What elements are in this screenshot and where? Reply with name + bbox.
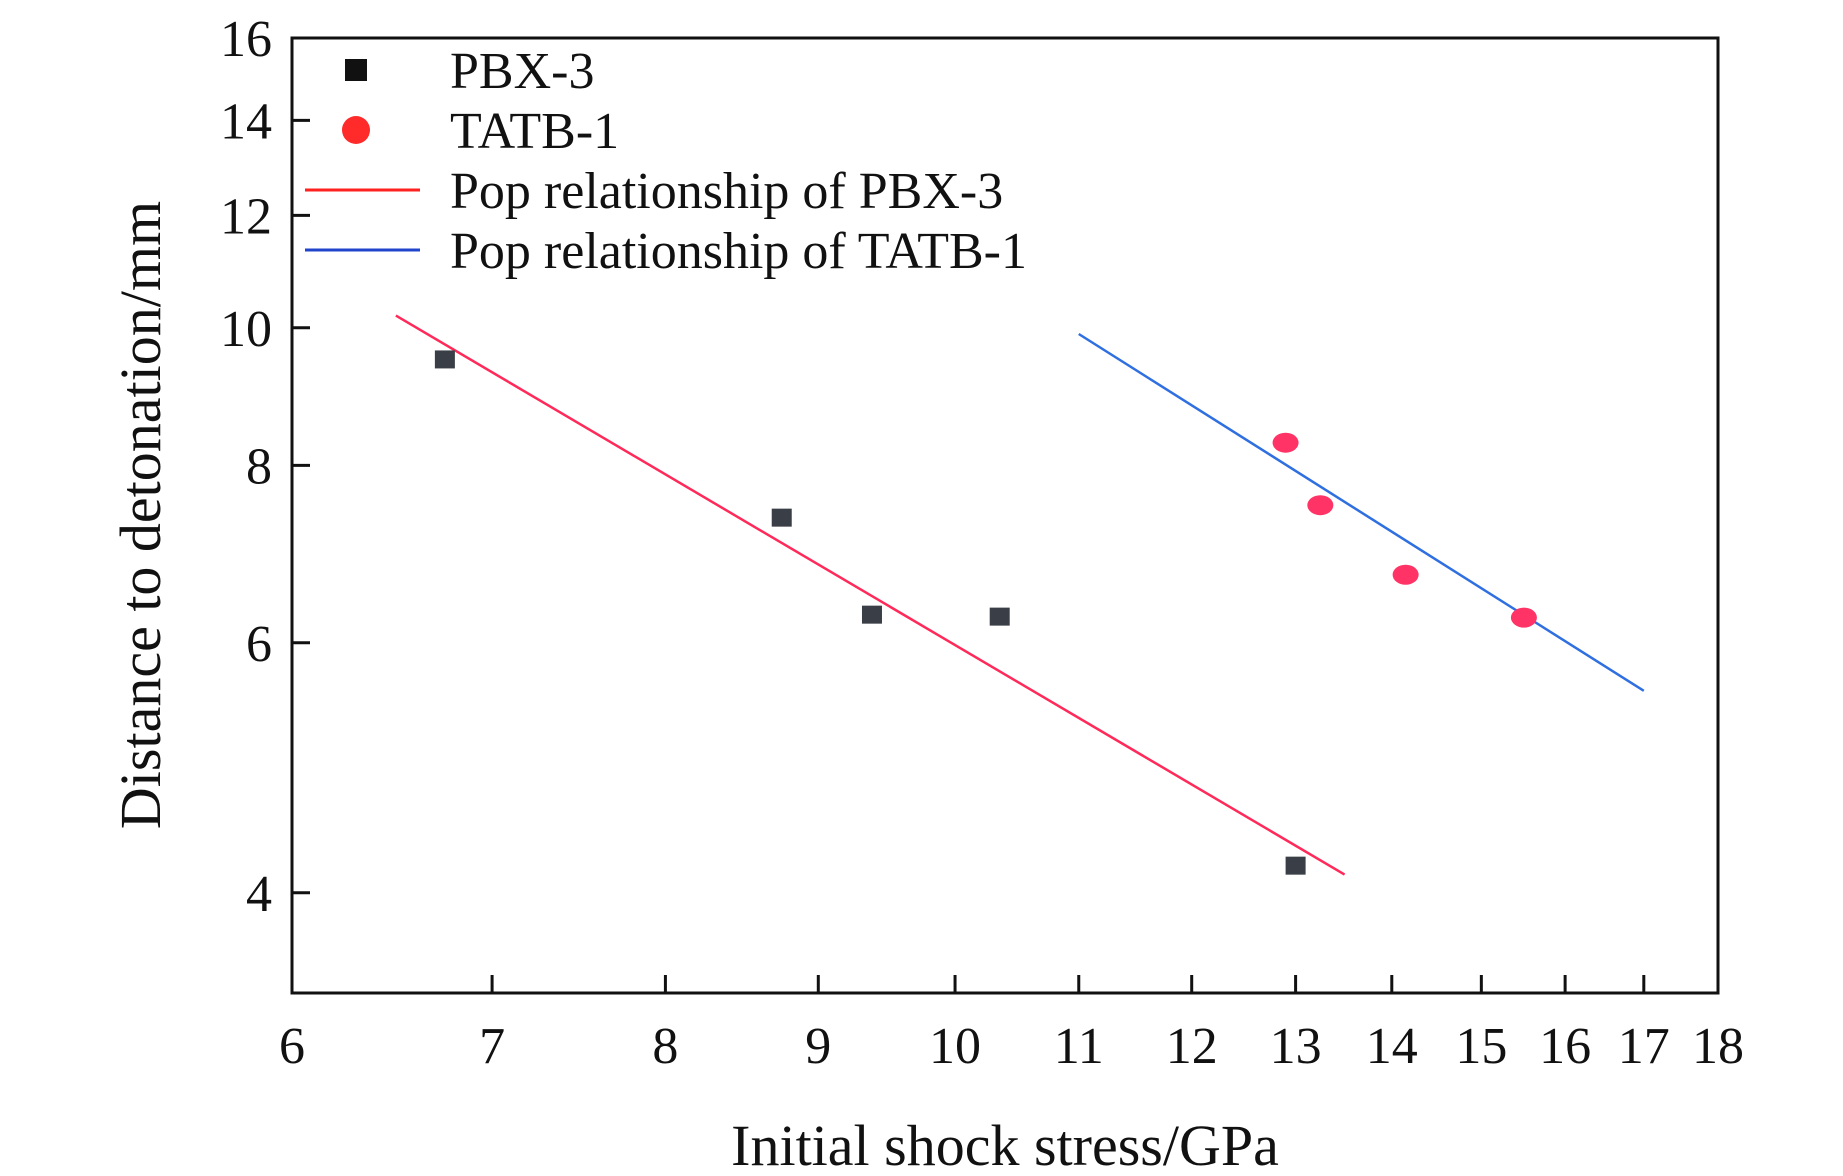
legend-tatb-1-swatch — [342, 116, 370, 144]
y-axis-ticks: 4 6 8 10 12 14 16 — [220, 11, 310, 923]
line-pop-relationship-of-tatb-1 — [1078, 332, 1645, 692]
x-tick-label: 11 — [1054, 1018, 1104, 1075]
x-tick-label: 9 — [805, 1018, 831, 1075]
x-tick-label: 16 — [1539, 1018, 1591, 1075]
point-pbx-3 — [434, 350, 455, 369]
point-pbx-3 — [989, 607, 1010, 626]
plot-frame — [290, 36, 1720, 995]
y-tick-label: 4 — [246, 866, 272, 923]
legend-tatb-1-label: TATB-1 — [450, 103, 619, 160]
point-tatb-1 — [1307, 495, 1334, 516]
x-tick-label: 15 — [1455, 1018, 1507, 1075]
x-tick-label: 7 — [479, 1018, 505, 1075]
y-tick-label: 12 — [220, 188, 272, 245]
legend-pop-relationship-of-pbx-3-label: Pop relationship of PBX-3 — [450, 163, 1003, 220]
y-tick-label: 10 — [220, 301, 272, 358]
x-tick-label: 18 — [1692, 1018, 1744, 1075]
legend-pbx-3-swatch — [345, 59, 367, 81]
x-tick-label: 17 — [1618, 1018, 1670, 1075]
y-tick-label: 8 — [246, 438, 272, 495]
x-tick-label: 8 — [652, 1018, 678, 1075]
point-tatb-1 — [1510, 607, 1537, 628]
x-tick-label: 10 — [929, 1018, 981, 1075]
data-points — [434, 350, 1537, 875]
point-pbx-3 — [861, 605, 882, 624]
line-pop-relationship-of-pbx-3 — [395, 314, 1346, 876]
y-axis-title: Distance to detonation/mm — [108, 201, 173, 829]
y-tick-label: 14 — [220, 93, 272, 150]
point-tatb-1 — [1392, 564, 1419, 585]
x-tick-label: 13 — [1270, 1018, 1322, 1075]
y-tick-label: 6 — [246, 616, 272, 673]
x-tick-label: 6 — [279, 1018, 305, 1075]
point-pbx-3 — [1285, 856, 1306, 875]
y-tick-label: 16 — [220, 11, 272, 68]
point-tatb-1 — [1272, 432, 1299, 453]
point-pbx-3 — [771, 508, 792, 527]
x-tick-label: 14 — [1366, 1018, 1418, 1075]
legend-pbx-3-label: PBX-3 — [450, 43, 594, 100]
x-axis-ticks: 6 7 8 9 10 11 12 13 14 15 16 17 18 — [279, 975, 1744, 1075]
x-axis-title: Initial shock stress/GPa — [731, 1113, 1279, 1176]
fit-lines — [395, 314, 1645, 876]
legend-pop-relationship-of-tatb-1-label: Pop relationship of TATB-1 — [450, 223, 1027, 280]
x-tick-label: 12 — [1166, 1018, 1218, 1075]
